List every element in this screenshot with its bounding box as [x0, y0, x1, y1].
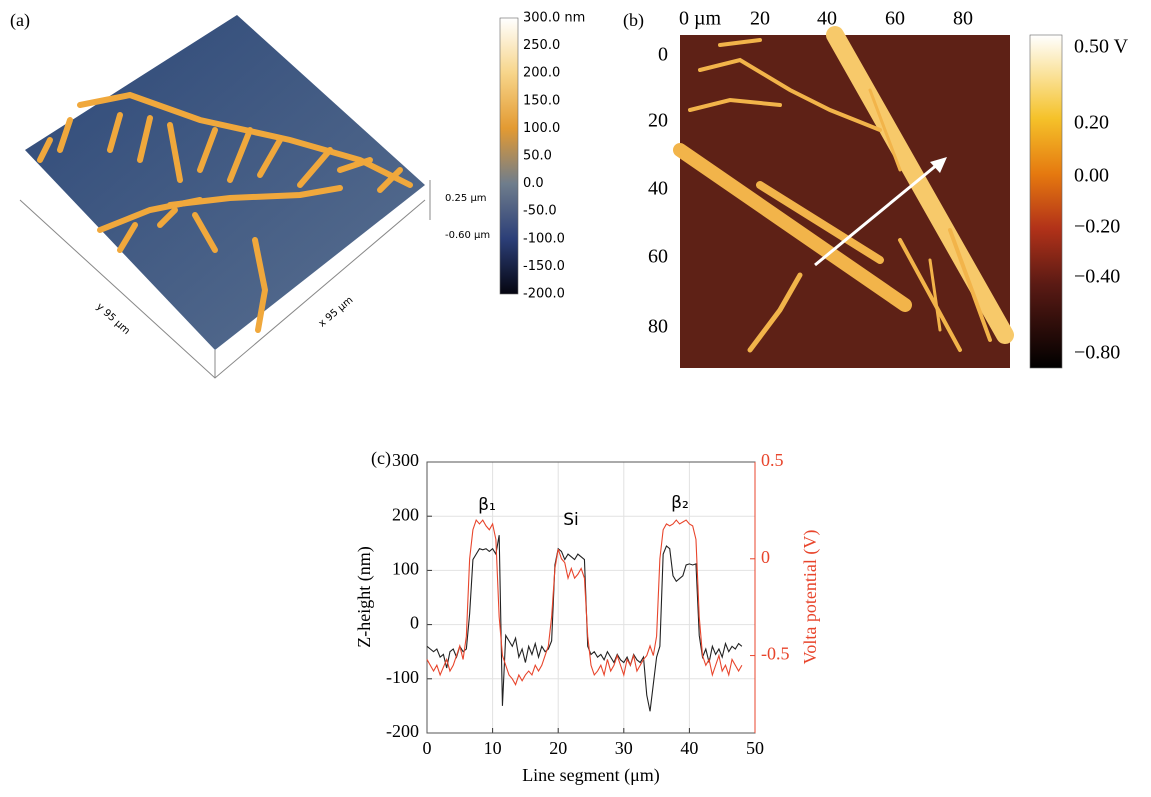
- y2-axis-label: Volta potential (V): [800, 530, 821, 665]
- colorbar-label: -50.0: [523, 204, 557, 219]
- y-tick-label: 200: [392, 504, 419, 524]
- panel-label: (c): [371, 448, 391, 469]
- y-tick-label: 300: [392, 450, 419, 470]
- annotation: β₁: [478, 495, 496, 515]
- colorbar-label: −0.20: [1074, 216, 1120, 238]
- z-scale-label: -0.60 µm: [445, 230, 490, 241]
- surface: [25, 15, 425, 350]
- panel-label: (b): [623, 10, 644, 31]
- colorbar-label: 150.0: [523, 93, 560, 108]
- x-tick-label: 40: [680, 738, 698, 758]
- colorbar-label: 50.0: [523, 149, 552, 164]
- y-tick-label: 20: [648, 110, 668, 132]
- y-tick-label: 0: [410, 613, 419, 633]
- x-tick-label: 20: [750, 8, 770, 30]
- colorbar-label: 0.00: [1074, 165, 1109, 187]
- colorbar-label: 300.0 nm: [523, 11, 585, 26]
- z-scale-label: 0.25 µm: [445, 193, 487, 204]
- y-tick-label: 0: [658, 44, 668, 66]
- panel-c: (c) Line segment (μm) Z-height (nm) Volt…: [354, 448, 821, 786]
- y-tick-label: 80: [648, 316, 668, 338]
- x-tick-label: 80: [953, 8, 973, 30]
- x-axis-label: Line segment (μm): [522, 765, 660, 786]
- x-tick-label: 60: [885, 8, 905, 30]
- colorbar-label: 200.0: [523, 66, 560, 81]
- x-tick-label: 40: [817, 8, 837, 30]
- panel-a: (a): [10, 10, 519, 379]
- x-tick-label: 30: [615, 738, 633, 758]
- y2-tick-label: 0.5: [761, 450, 784, 470]
- y-tick-label: 100: [392, 559, 419, 579]
- x-tick-label: 10: [484, 738, 502, 758]
- arrow-head: [930, 157, 947, 173]
- plot-frame: [426, 461, 756, 734]
- y-tick-label: -100: [386, 667, 419, 687]
- x-tick-label: 0 µm: [679, 8, 722, 30]
- colorbar: [1029, 34, 1063, 369]
- colorbar-label: 250.0: [523, 38, 560, 53]
- colorbar-label: -200.0: [523, 287, 565, 302]
- panel-b: (b): [623, 10, 1063, 369]
- colorbar-label: -100.0: [523, 231, 565, 246]
- colorbar-label: 0.20: [1074, 112, 1109, 134]
- annotation: β₂: [671, 493, 689, 513]
- colorbar-label: −0.40: [1074, 266, 1120, 288]
- data-line: [426, 535, 743, 712]
- profile-arrow: [814, 162, 939, 267]
- kelvin-map: [680, 35, 1010, 368]
- colorbar-label: -150.0: [523, 259, 565, 274]
- y-tick-label: -200: [386, 721, 419, 741]
- axis-label: y 95 µm: [94, 301, 132, 337]
- y-axis-label: Z-height (nm): [354, 546, 375, 647]
- colorbar-label: 0.50 V: [1074, 36, 1129, 58]
- colorbar-label: −0.80: [1074, 342, 1120, 364]
- surface-features: [37, 91, 413, 333]
- axis-label: x 95 µm: [317, 295, 356, 330]
- colorbar-label: 0.0: [523, 176, 544, 191]
- x-tick-label: 20: [549, 738, 567, 758]
- annotation: Si: [563, 510, 579, 530]
- x-tick-label: 0: [423, 738, 432, 758]
- y2-tick-label: -0.5: [761, 644, 790, 664]
- y-tick-label: 60: [648, 246, 668, 268]
- colorbar: [499, 17, 519, 295]
- y2-tick-label: 0: [761, 547, 770, 567]
- y-tick-label: 40: [648, 178, 668, 200]
- data-line: [426, 518, 743, 686]
- map-features: [673, 26, 1014, 353]
- colorbar-label: 100.0: [523, 121, 560, 136]
- panel-label: (a): [10, 10, 30, 31]
- x-tick-label: 50: [746, 738, 764, 758]
